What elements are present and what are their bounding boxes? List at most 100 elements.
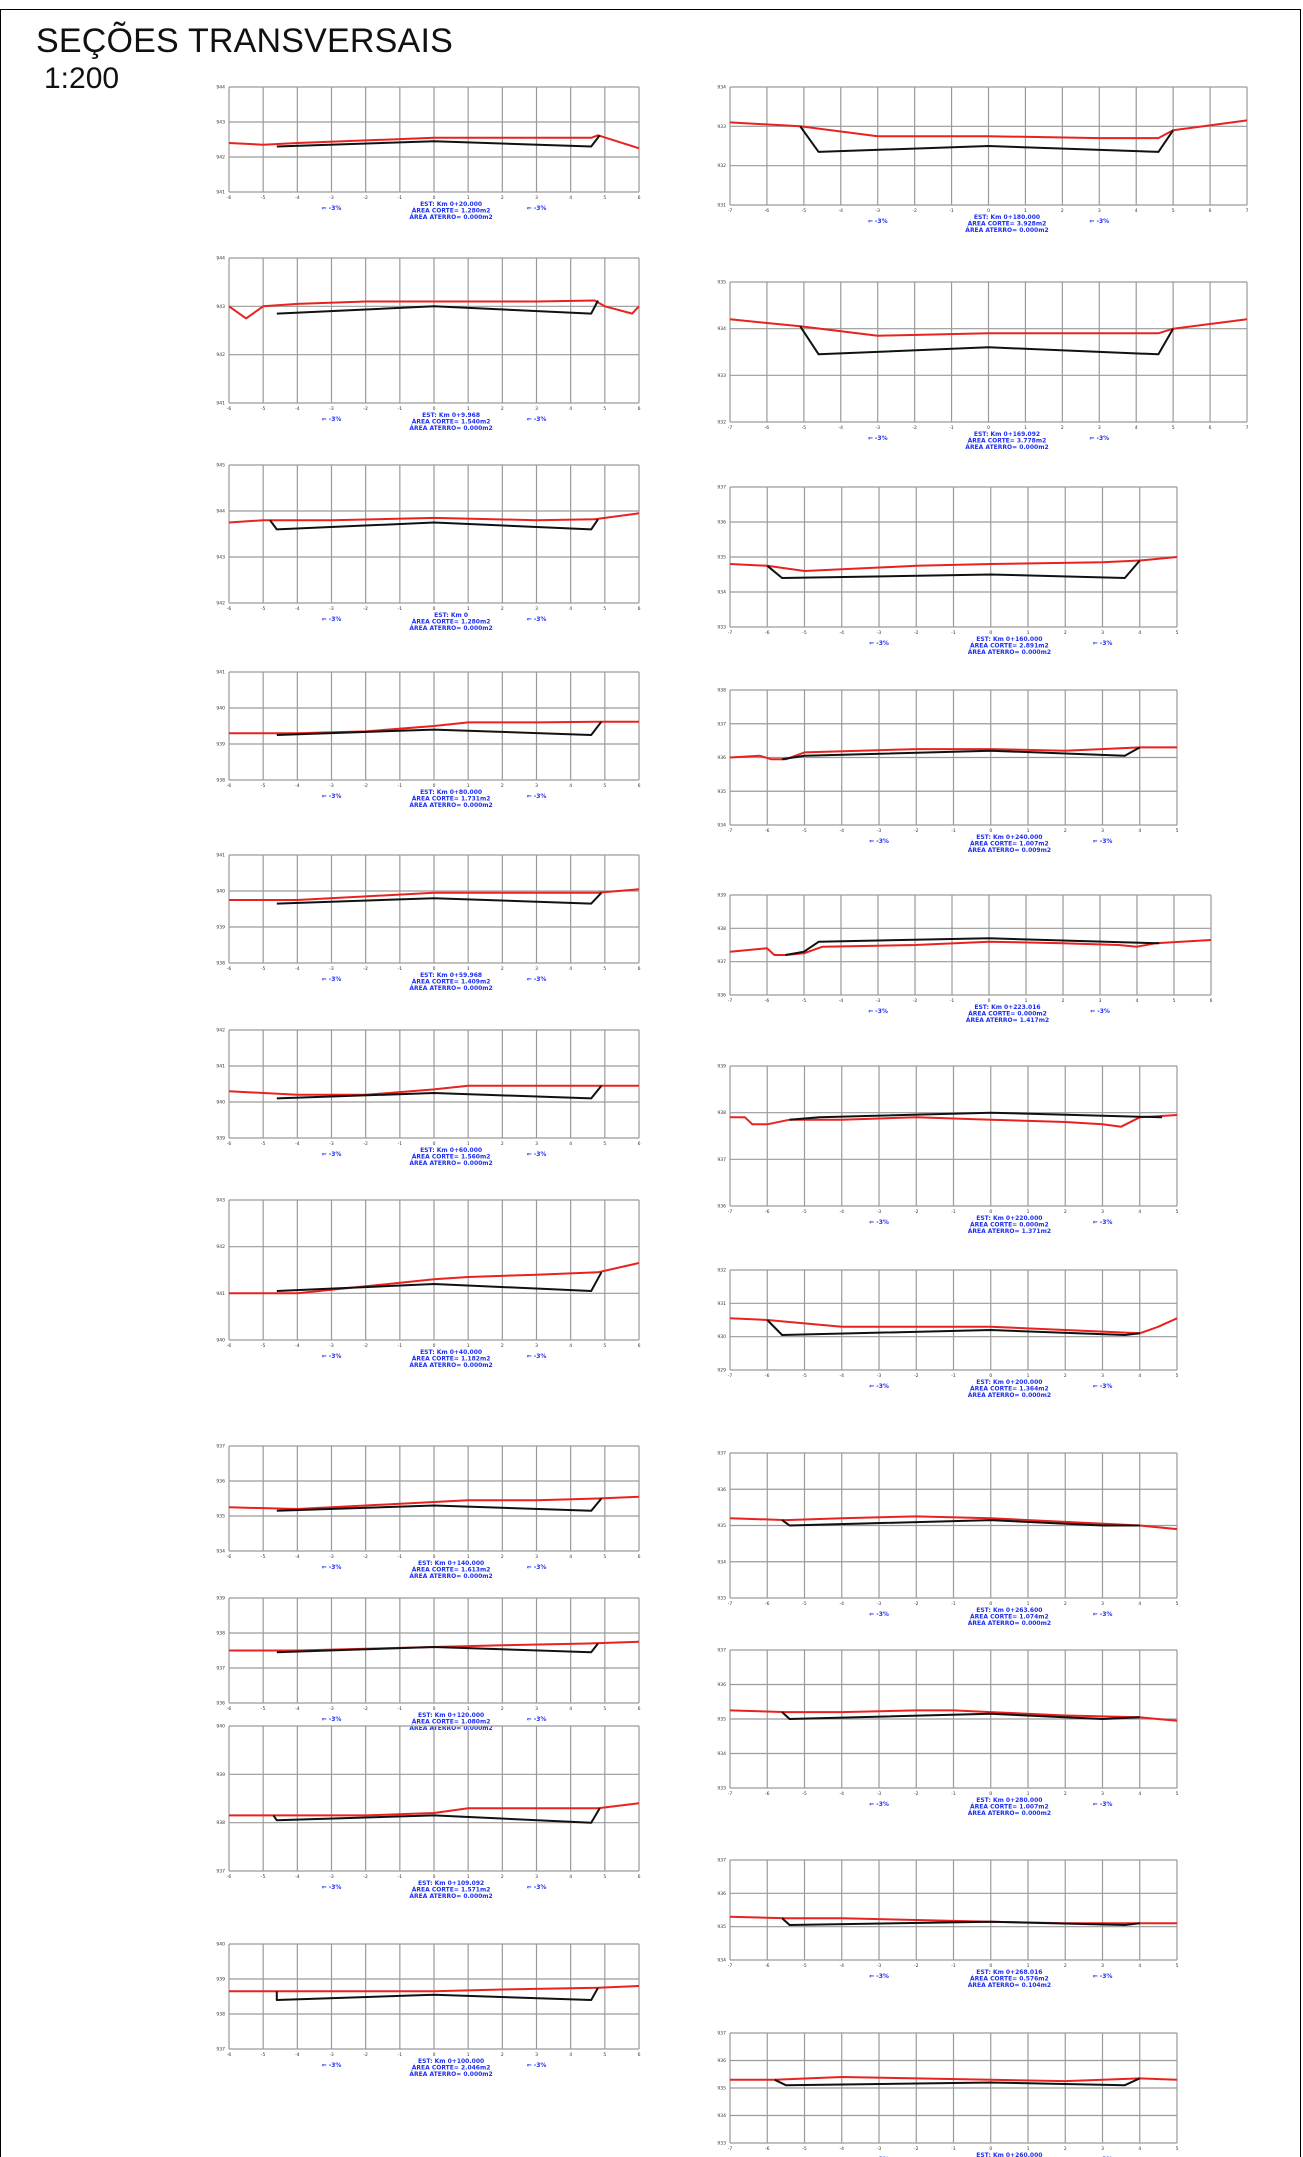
y-tick-label: 934 bbox=[717, 326, 726, 332]
y-tick-label: 939 bbox=[717, 893, 726, 899]
x-tick-label: 5 bbox=[1176, 1791, 1179, 1797]
terrain-profile-line bbox=[229, 720, 639, 735]
section-panel-8: -7 -6 -5 -4 -3 -2 -1 0 1 2 3 4 5 934 935 936 937 938 ⇐ -3%… bbox=[717, 688, 1178, 855]
design-section-line bbox=[774, 2077, 1141, 2087]
y-tick-label: 936 bbox=[717, 1487, 726, 1493]
x-tick-label: 1 bbox=[467, 1554, 470, 1560]
slope-left-label: ⇐ -3% bbox=[868, 1008, 888, 1015]
section-panel-2: -7 -6 -5 -4 -3 -2 -1 0 1 2 3 4 5 6 7 931 932 933 934 ⇐ -3% ⇐… bbox=[717, 85, 1248, 235]
x-tick-label: 4 bbox=[1138, 828, 1141, 834]
x-tick-label: 2 bbox=[1064, 1209, 1067, 1215]
x-tick-label: 4 bbox=[1135, 208, 1138, 214]
x-tick-label: -4 bbox=[295, 1343, 300, 1349]
y-tick-label: 934 bbox=[717, 1751, 726, 1757]
x-tick-label: 3 bbox=[1101, 1373, 1104, 1379]
x-tick-label: 4 bbox=[569, 1706, 572, 1712]
x-tick-label: -5 bbox=[261, 195, 266, 201]
terrain-profile-line bbox=[228, 1084, 639, 1096]
x-tick-label: 5 bbox=[603, 2052, 606, 2058]
terrain-profile-line bbox=[730, 1114, 1178, 1128]
x-tick-label: -6 bbox=[765, 208, 770, 214]
x-tick-label: -1 bbox=[398, 406, 403, 412]
slope-left-label: ⇐ -3% bbox=[322, 976, 342, 983]
section-panel-17: -6 -5 -4 -3 -2 -1 0 1 2 3 4 5 6 936 937 938 939 ⇐ -3% ⇐ -3… bbox=[216, 1596, 640, 1733]
x-tick-label: -5 bbox=[261, 966, 266, 972]
fill-area-label: ÁREA ATERRO= 0.000m2 bbox=[409, 1725, 492, 1732]
section-panel-16: -7 -6 -5 -4 -3 -2 -1 0 1 2 3 4 5 933 934 935 936 937 ⇐ -3%… bbox=[717, 1451, 1178, 1628]
x-tick-label: 2 bbox=[501, 1874, 504, 1880]
y-tick-label: 937 bbox=[216, 2047, 225, 2053]
x-tick-label: -3 bbox=[329, 1343, 334, 1349]
x-tick-label: -6 bbox=[227, 1554, 232, 1560]
y-tick-label: 937 bbox=[717, 485, 726, 491]
x-tick-label: 2 bbox=[1064, 630, 1067, 636]
slope-left-label: ⇐ -3% bbox=[322, 1151, 342, 1158]
y-tick-label: 932 bbox=[717, 163, 726, 169]
x-tick-label: 3 bbox=[1098, 425, 1101, 431]
x-tick-label: 4 bbox=[569, 1554, 572, 1560]
x-tick-label: 6 bbox=[638, 606, 641, 612]
cut-area-label: ÁREA CORTE= 1.560m2 bbox=[412, 1154, 491, 1161]
x-tick-label: -2 bbox=[914, 1373, 919, 1379]
x-tick-label: 5 bbox=[603, 1343, 606, 1349]
fill-area-label: ÁREA ATERRO= 0.000m2 bbox=[409, 1573, 492, 1580]
y-tick-label: 932 bbox=[717, 1268, 726, 1274]
terrain-profile-line bbox=[228, 299, 640, 320]
station-label: EST: Km 0+200.000 bbox=[976, 1379, 1042, 1386]
section-panel-19: -6 -5 -4 -3 -2 -1 0 1 2 3 4 5 6 937 938 939 940 ⇐ -3% ⇐ -3… bbox=[216, 1724, 640, 1901]
x-tick-label: -3 bbox=[877, 1963, 882, 1969]
x-tick-label: 1 bbox=[1027, 1209, 1030, 1215]
x-tick-label: -4 bbox=[840, 1963, 845, 1969]
y-tick-label: 937 bbox=[216, 1869, 225, 1875]
y-tick-label: 942 bbox=[216, 601, 225, 607]
x-tick-label: -3 bbox=[875, 208, 880, 214]
design-section-line bbox=[781, 1519, 1140, 1527]
cut-area-label: ÁREA CORTE= 1.007m2 bbox=[970, 1804, 1049, 1811]
x-tick-label: 6 bbox=[638, 1874, 641, 1880]
terrain-profile-line bbox=[729, 1709, 1178, 1722]
design-section-line bbox=[276, 300, 599, 315]
x-tick-label: 0 bbox=[987, 425, 990, 431]
x-tick-label: -6 bbox=[765, 1601, 770, 1607]
x-tick-label: -4 bbox=[295, 1874, 300, 1880]
x-tick-label: -2 bbox=[363, 1874, 368, 1880]
x-tick-label: -6 bbox=[765, 1963, 770, 1969]
x-tick-label: 2 bbox=[501, 195, 504, 201]
station-label: EST: Km 0+169.092 bbox=[974, 431, 1040, 438]
design-section-line bbox=[269, 518, 599, 531]
design-section-line bbox=[781, 1711, 1140, 1720]
section-panel-14: -7 -6 -5 -4 -3 -2 -1 0 1 2 3 4 5 929 930 931 932 ⇐ -3% ⇐ -… bbox=[717, 1268, 1178, 1400]
y-tick-label: 936 bbox=[717, 755, 726, 761]
cut-area-label: ÁREA CORTE= 3.928m2 bbox=[968, 221, 1047, 228]
y-tick-label: 939 bbox=[216, 1772, 225, 1778]
sheet-border bbox=[0, 9, 1301, 2157]
cut-area-label: ÁREA CORTE= 1.080m2 bbox=[412, 1719, 491, 1726]
x-tick-label: 0 bbox=[433, 1874, 436, 1880]
terrain-profile-line bbox=[729, 556, 1178, 572]
y-tick-label: 944 bbox=[216, 509, 225, 515]
slope-right-label: ⇐ -3% bbox=[1093, 838, 1113, 845]
slope-right-label: ⇐ -3% bbox=[1093, 1383, 1113, 1390]
x-tick-label: -5 bbox=[802, 828, 807, 834]
cut-area-label: ÁREA CORTE= 0.000m2 bbox=[970, 1222, 1049, 1229]
x-tick-label: 0 bbox=[433, 1141, 436, 1147]
x-tick-label: 3 bbox=[1101, 1963, 1104, 1969]
cut-area-label: ÁREA CORTE= 2.046m2 bbox=[412, 2065, 491, 2072]
x-tick-label: -5 bbox=[261, 606, 266, 612]
x-tick-label: -2 bbox=[914, 828, 919, 834]
x-tick-label: 1 bbox=[467, 1706, 470, 1712]
x-tick-label: -3 bbox=[329, 783, 334, 789]
cut-area-label: ÁREA CORTE= 1.074m2 bbox=[970, 1614, 1049, 1621]
x-tick-label: 1 bbox=[467, 1343, 470, 1349]
x-tick-label: -2 bbox=[363, 1706, 368, 1712]
y-tick-label: 941 bbox=[216, 401, 225, 407]
x-tick-label: -4 bbox=[295, 406, 300, 412]
x-tick-label: -7 bbox=[728, 828, 733, 834]
slope-left-label: ⇐ -3% bbox=[322, 616, 342, 623]
y-tick-label: 938 bbox=[216, 961, 225, 967]
station-label: EST: Km 0+100.000 bbox=[418, 2058, 484, 2065]
x-tick-label: -1 bbox=[951, 828, 956, 834]
station-label: EST: Km 0+59.968 bbox=[420, 972, 482, 979]
